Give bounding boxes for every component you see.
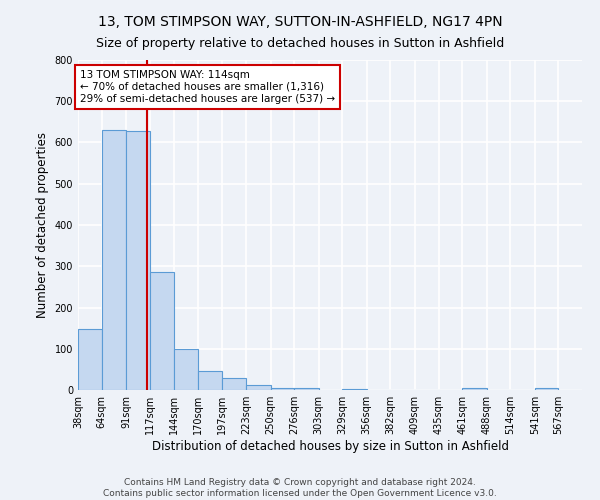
Text: 13, TOM STIMPSON WAY, SUTTON-IN-ASHFIELD, NG17 4PN: 13, TOM STIMPSON WAY, SUTTON-IN-ASHFIELD… <box>98 15 502 29</box>
Text: 13 TOM STIMPSON WAY: 114sqm
← 70% of detached houses are smaller (1,316)
29% of : 13 TOM STIMPSON WAY: 114sqm ← 70% of det… <box>80 70 335 104</box>
Bar <box>101 130 126 390</box>
Bar <box>246 384 271 390</box>
Bar <box>294 388 319 390</box>
Bar <box>198 371 223 390</box>
Bar <box>174 349 198 390</box>
Bar <box>462 388 487 390</box>
Y-axis label: Number of detached properties: Number of detached properties <box>36 132 49 318</box>
Bar <box>271 388 294 390</box>
Text: Contains HM Land Registry data © Crown copyright and database right 2024.
Contai: Contains HM Land Registry data © Crown c… <box>103 478 497 498</box>
Bar <box>342 389 367 390</box>
Bar <box>150 272 174 390</box>
X-axis label: Distribution of detached houses by size in Sutton in Ashfield: Distribution of detached houses by size … <box>151 440 509 453</box>
Bar <box>78 329 101 390</box>
Bar <box>126 131 150 390</box>
Bar <box>535 388 559 390</box>
Text: Size of property relative to detached houses in Sutton in Ashfield: Size of property relative to detached ho… <box>96 38 504 51</box>
Bar <box>223 378 246 390</box>
